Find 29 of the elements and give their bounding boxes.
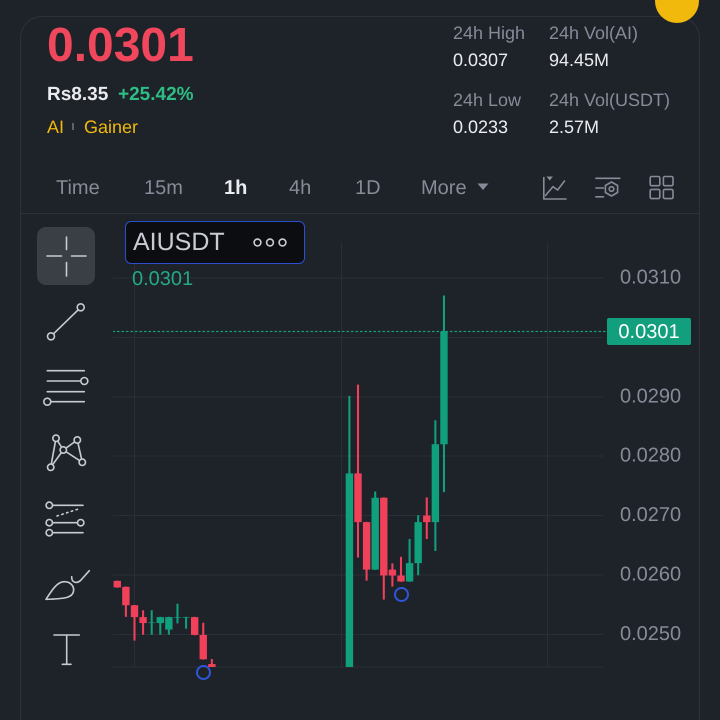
text: 2.57M <box>549 116 600 137</box>
y-tick-label: 0.0250 <box>620 622 682 645</box>
text: 1D <box>355 177 381 200</box>
text: 4h <box>289 177 312 200</box>
y-tick-label: 0.0280 <box>620 444 682 467</box>
text: 0.0301 <box>47 19 194 72</box>
y-tick-label: 0.0310 <box>620 266 682 289</box>
text: 24h High <box>453 22 526 43</box>
text: 1h <box>224 177 248 200</box>
ref-line-label: 0.0301 <box>618 320 680 343</box>
text: 94.45M <box>549 50 610 70</box>
text: 24h Vol(AI) <box>549 22 638 43</box>
y-tick-label: 0.0260 <box>620 563 682 586</box>
candlestick <box>423 497 430 540</box>
text: More <box>421 177 467 200</box>
annotation: 0.0301 <box>132 268 194 290</box>
text: 15m <box>144 177 183 200</box>
text: 0.0233 <box>453 116 508 137</box>
text: Gainer <box>84 116 138 137</box>
text: Time <box>56 177 100 200</box>
text: 24h Low <box>453 90 522 110</box>
text: 24h Vol(USDT) <box>549 90 670 110</box>
text: +25.42% <box>118 84 194 105</box>
text: 0.0307 <box>453 50 508 70</box>
chart-title: AIUSDT <box>133 228 225 256</box>
text: Rs8.35 <box>47 84 108 105</box>
y-tick-label: 0.0270 <box>620 504 682 526</box>
y-tick-label: 0.0290 <box>620 385 682 408</box>
text: AI <box>47 116 64 137</box>
